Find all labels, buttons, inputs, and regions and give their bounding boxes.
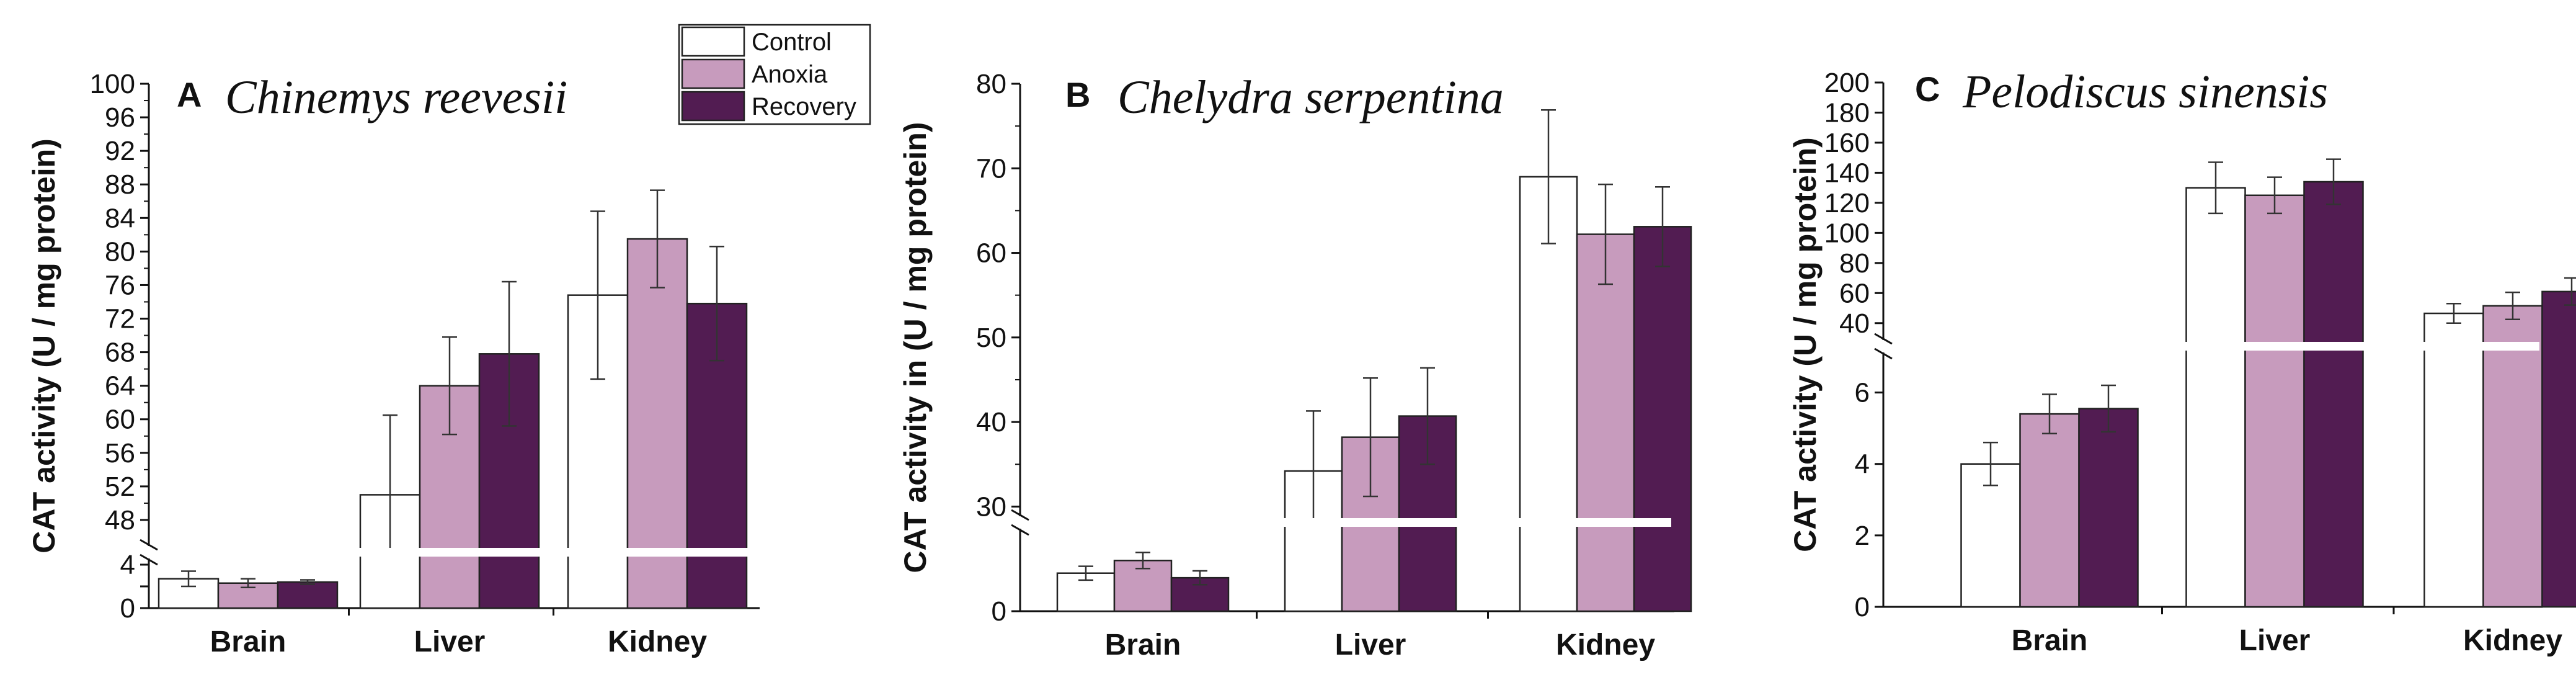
y-axis-label: CAT activity (U / mg protein) [27, 138, 61, 553]
bar-recovery-kidney [2541, 290, 2576, 608]
y-tick-label: 4 [1855, 449, 1870, 480]
x-category-label: Brain [210, 625, 286, 658]
bar-anoxia-kidney [1576, 233, 1635, 612]
y-tick-label: 160 [1824, 128, 1870, 158]
y-tick-label: 92 [105, 136, 135, 166]
y-tick-label: 120 [1824, 188, 1870, 218]
legend-swatch-control [681, 26, 745, 57]
legend-swatch-recovery [681, 91, 745, 122]
legend-label: Control [752, 29, 832, 56]
chart-title: Chinemys reevesii [225, 71, 567, 123]
y-tick-label: 180 [1824, 97, 1870, 128]
y-tick-label: 0 [992, 596, 1006, 627]
y-tick-label: 100 [1824, 218, 1870, 248]
axis-break-mark [1011, 509, 1029, 521]
bar-control-liver [2185, 187, 2246, 608]
y-tick-label: 60 [976, 238, 1006, 269]
y-tick-label: 80 [105, 236, 135, 267]
bar-recovery-kidney [1633, 226, 1692, 612]
y-tick-label: 0 [120, 593, 135, 624]
y-tick-label: 70 [976, 153, 1006, 184]
bar-anoxia-kidney [2482, 305, 2543, 608]
bar-control-kidney [2423, 312, 2484, 608]
bar-control-liver [1284, 470, 1343, 612]
y-tick-label: 80 [976, 69, 1006, 99]
y-tick-label: 68 [105, 338, 135, 368]
y-tick-label: 100 [90, 69, 135, 99]
y-tick-label: 0 [1855, 592, 1870, 622]
x-category-label: Kidney [608, 625, 707, 658]
x-category-label: Brain [2012, 624, 2088, 657]
y-axis-label: CAT activity (U / mg protein) [1788, 137, 1823, 552]
bar-recovery-brain [277, 581, 339, 609]
x-category-label: Liver [1335, 629, 1406, 661]
y-tick-label: 2 [1855, 521, 1870, 551]
panel-letter: B [1065, 75, 1090, 114]
y-tick-label: 52 [105, 472, 135, 502]
x-category-label: Kidney [1556, 629, 1655, 661]
y-tick-label: 96 [105, 102, 135, 133]
chart-title: Chelydra serpentina [1117, 71, 1504, 123]
bar-anoxia-kidney [626, 238, 688, 609]
y-tick-label: 56 [105, 438, 135, 468]
y-tick-label: 76 [105, 270, 135, 300]
y-tick-label: 48 [105, 505, 135, 535]
y-tick-label: 4 [120, 550, 135, 580]
y-tick-label: 200 [1824, 68, 1870, 98]
panel-letter: A [177, 75, 202, 114]
panel-letter: C [1915, 69, 1940, 109]
legend-label: Anoxia [752, 61, 828, 88]
legend-label: Recovery [752, 93, 856, 120]
y-tick-label: 84 [105, 203, 135, 233]
bar-recovery-kidney [686, 302, 748, 609]
chart-title: Pelodiscus sinensis [1962, 66, 2328, 118]
axis-break-gap [2097, 342, 2539, 351]
y-tick-label: 40 [1839, 308, 1870, 339]
y-tick-label: 72 [105, 304, 135, 334]
y-tick-label: 50 [976, 323, 1006, 353]
x-category-label: Liver [414, 625, 486, 658]
axis-break-mark [1011, 524, 1029, 536]
bar-anoxia-brain [2019, 413, 2080, 608]
legend-swatch-anoxia [681, 58, 745, 89]
bar-anoxia-liver [2244, 194, 2305, 608]
x-category-label: Kidney [2463, 624, 2562, 657]
axis-break-gap [283, 548, 757, 557]
y-tick-label: 40 [976, 407, 1006, 437]
y-tick-label: 60 [105, 405, 135, 435]
bar-recovery-liver [2303, 181, 2364, 608]
y-tick-label: 88 [105, 169, 135, 200]
y-tick-label: 30 [976, 491, 1006, 522]
y-tick-label: 80 [1839, 248, 1870, 279]
axis-break-mark [140, 539, 158, 551]
axis-break-mark [1874, 333, 1893, 345]
x-category-label: Liver [2239, 624, 2311, 657]
axis-break-gap [1193, 518, 1671, 527]
axis-break-mark [140, 553, 158, 566]
y-tick-label: 140 [1824, 158, 1870, 188]
x-category-label: Brain [1105, 629, 1181, 661]
y-tick-label: 60 [1839, 278, 1870, 308]
y-axis-label: CAT activity in (U / mg protein) [898, 122, 933, 573]
axis-break-mark [1874, 347, 1893, 360]
y-tick-label: 64 [105, 371, 135, 401]
bar-recovery-brain [2078, 408, 2139, 608]
legend: Control Anoxia Recovery [678, 24, 871, 125]
panel-b: 0 30 40 50 60 70 80 Brain Liver Kidney CAT activit… [898, 69, 1692, 661]
y-tick-label: 6 [1855, 378, 1870, 408]
bar-control-kidney [1519, 176, 1578, 612]
